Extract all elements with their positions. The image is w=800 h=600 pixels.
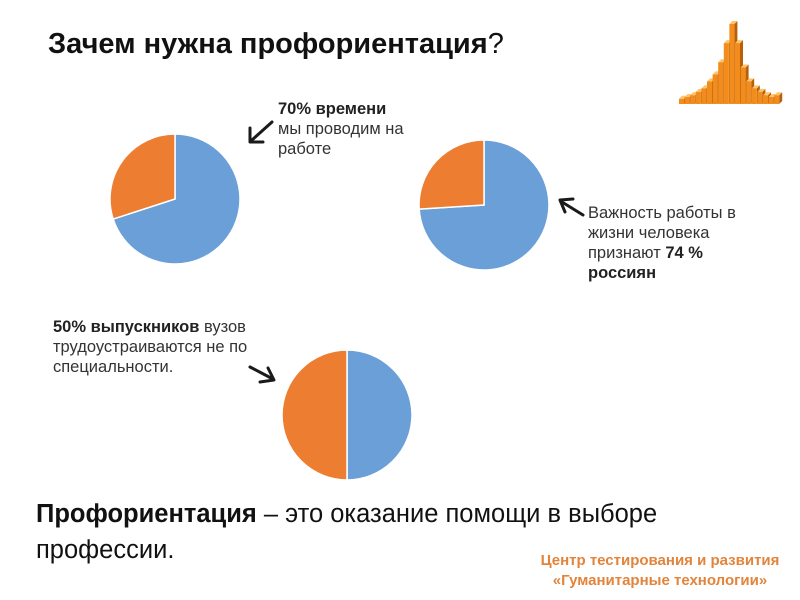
logo-bar bbox=[751, 88, 757, 104]
definition-body: – это оказание помощи в выборе профессии… bbox=[36, 500, 658, 564]
organization-footer: Центр тестирования и развития «Гуманитар… bbox=[540, 552, 780, 589]
logo-bar-top bbox=[763, 92, 771, 96]
logo-bar bbox=[701, 88, 707, 104]
annotation-work-time: 70% времени мы проводим на работе bbox=[278, 99, 408, 159]
logo-bar-top bbox=[768, 94, 777, 98]
pie-slice bbox=[346, 349, 413, 481]
arrow-icon bbox=[248, 120, 274, 144]
pie-slice bbox=[109, 133, 176, 221]
logo-bar-top bbox=[757, 88, 766, 92]
bar-histogram-logo-icon bbox=[679, 21, 783, 104]
pie-slice bbox=[281, 349, 348, 481]
logo-bar-top bbox=[679, 95, 687, 99]
annotation-work-importance: Важность работы в жизни человека признаю… bbox=[588, 203, 766, 283]
title-question-mark: ? bbox=[487, 28, 504, 60]
logo-bar-top bbox=[684, 94, 693, 98]
logo-bar-top bbox=[746, 78, 755, 82]
definition-text: Профориентация – это оказание помощи в в… bbox=[36, 496, 716, 568]
pie-chart-graduates bbox=[281, 349, 413, 481]
logo-bar-side bbox=[779, 92, 783, 104]
annotation-graduates-bold: 50% выпускников bbox=[53, 318, 200, 336]
logo-bar bbox=[740, 67, 746, 104]
logo-bar bbox=[684, 97, 690, 104]
pie-slice bbox=[112, 133, 241, 265]
logo-bar bbox=[679, 98, 684, 104]
logo-bar bbox=[690, 95, 696, 104]
pie-chart-work-time bbox=[109, 133, 241, 265]
title-text: Зачем нужна профориентация bbox=[48, 28, 488, 60]
logo-bar-top bbox=[740, 64, 749, 68]
arrow-icon bbox=[248, 365, 276, 384]
logo-bar bbox=[712, 74, 718, 104]
annotation-work-time-rest: мы проводим на работе bbox=[278, 120, 404, 158]
logo-bar bbox=[768, 97, 774, 104]
definition-term: Профориентация bbox=[36, 500, 257, 528]
logo-bar bbox=[735, 43, 740, 104]
logo-bar-top bbox=[751, 85, 760, 89]
logo-bar-top bbox=[729, 21, 738, 24]
logo-bar bbox=[746, 81, 752, 104]
annotation-graduates: 50% выпускников вузов трудоустраиваются … bbox=[53, 317, 269, 377]
logo-bar-top bbox=[774, 92, 783, 96]
annotation-work-time-bold: 70% времени bbox=[278, 100, 387, 118]
pie-chart-work-importance bbox=[418, 139, 550, 271]
logo-bar bbox=[763, 95, 768, 104]
logo-bar-top bbox=[735, 40, 743, 44]
page-title: Зачем нужна профориентация? bbox=[48, 28, 504, 61]
logo-bar bbox=[723, 43, 729, 104]
annotation-work-importance-bold: 74 % россиян bbox=[588, 244, 703, 282]
pie-slice bbox=[418, 139, 485, 210]
logo-bar bbox=[757, 91, 763, 104]
logo-bar bbox=[707, 81, 712, 104]
arrow-icon bbox=[558, 197, 585, 217]
annotation-graduates-rest: вузов трудоустраиваются не по специально… bbox=[53, 318, 248, 376]
logo-bar bbox=[774, 95, 780, 104]
logo-bar bbox=[718, 62, 724, 104]
logo-bar bbox=[729, 24, 735, 104]
logo-bar bbox=[695, 91, 701, 104]
annotation-work-importance-text: Важность работы в жизни человека признаю… bbox=[588, 204, 736, 262]
